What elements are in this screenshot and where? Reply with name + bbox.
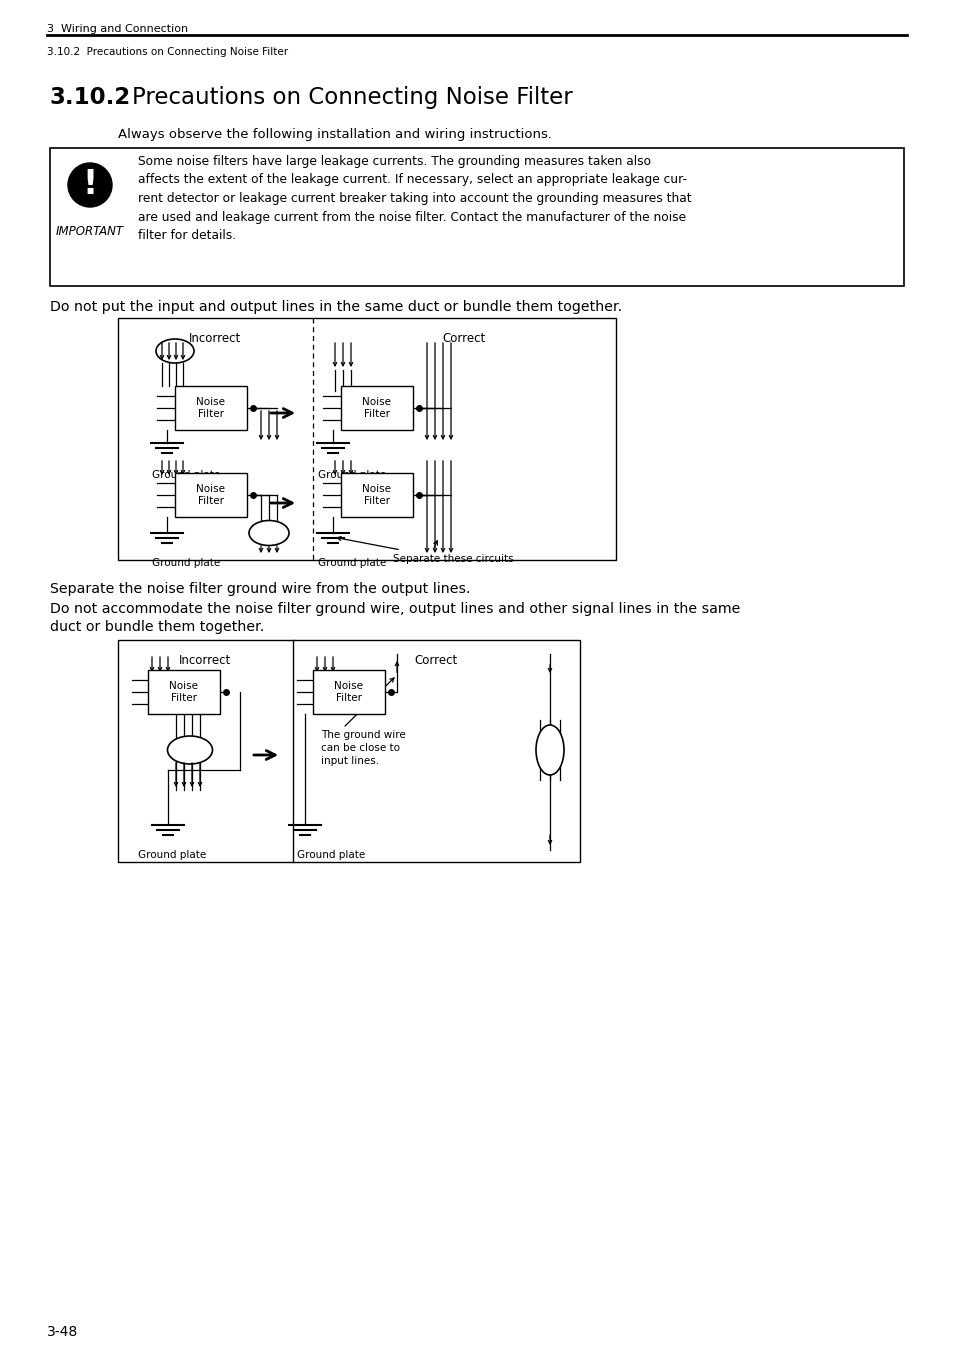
Ellipse shape xyxy=(249,521,289,545)
Text: affects the extent of the leakage current. If necessary, select an appropriate l: affects the extent of the leakage curren… xyxy=(138,174,686,186)
Text: Ground plate: Ground plate xyxy=(296,850,365,860)
Text: 3-48: 3-48 xyxy=(47,1324,78,1339)
Text: Some noise filters have large leakage currents. The grounding measures taken als: Some noise filters have large leakage cu… xyxy=(138,155,651,167)
Text: The ground wire
can be close to
input lines.: The ground wire can be close to input li… xyxy=(320,730,405,767)
Text: Ground plate: Ground plate xyxy=(317,470,386,481)
Text: filter for details.: filter for details. xyxy=(138,230,236,242)
FancyBboxPatch shape xyxy=(50,148,903,286)
FancyBboxPatch shape xyxy=(174,472,247,517)
Text: Do not accommodate the noise filter ground wire, output lines and other signal l: Do not accommodate the noise filter grou… xyxy=(50,602,740,616)
Text: Precautions on Connecting Noise Filter: Precautions on Connecting Noise Filter xyxy=(132,86,572,109)
Text: Always observe the following installation and wiring instructions.: Always observe the following installatio… xyxy=(118,128,552,140)
Text: are used and leakage current from the noise filter. Contact the manufacturer of : are used and leakage current from the no… xyxy=(138,211,685,224)
Ellipse shape xyxy=(168,736,213,764)
FancyBboxPatch shape xyxy=(340,386,413,431)
Text: Noise
Filter: Noise Filter xyxy=(335,680,363,703)
Text: 3  Wiring and Connection: 3 Wiring and Connection xyxy=(47,24,188,34)
Text: 3.10.2  Precautions on Connecting Noise Filter: 3.10.2 Precautions on Connecting Noise F… xyxy=(47,47,288,57)
Text: Noise
Filter: Noise Filter xyxy=(196,397,225,420)
Text: Ground plate: Ground plate xyxy=(152,470,220,481)
FancyBboxPatch shape xyxy=(313,670,385,714)
Text: Noise
Filter: Noise Filter xyxy=(196,483,225,506)
Text: Correct: Correct xyxy=(442,332,486,346)
Text: !: ! xyxy=(82,169,97,201)
Text: Separate the noise filter ground wire from the output lines.: Separate the noise filter ground wire fr… xyxy=(50,582,470,595)
FancyBboxPatch shape xyxy=(174,386,247,431)
Text: Incorrect: Incorrect xyxy=(179,653,232,667)
Text: Noise
Filter: Noise Filter xyxy=(362,397,391,420)
Text: Ground plate: Ground plate xyxy=(138,850,206,860)
Text: Noise
Filter: Noise Filter xyxy=(170,680,198,703)
Text: Ground plate: Ground plate xyxy=(152,558,220,568)
Text: duct or bundle them together.: duct or bundle them together. xyxy=(50,620,264,634)
Ellipse shape xyxy=(536,725,563,775)
Text: Noise
Filter: Noise Filter xyxy=(362,483,391,506)
Text: IMPORTANT: IMPORTANT xyxy=(56,225,124,238)
Text: rent detector or leakage current breaker taking into account the grounding measu: rent detector or leakage current breaker… xyxy=(138,192,691,205)
Text: Ground plate: Ground plate xyxy=(317,558,386,568)
Text: Separate these circuits: Separate these circuits xyxy=(393,554,513,564)
FancyBboxPatch shape xyxy=(118,319,616,560)
FancyBboxPatch shape xyxy=(340,472,413,517)
Text: Correct: Correct xyxy=(415,653,457,667)
FancyBboxPatch shape xyxy=(148,670,220,714)
FancyBboxPatch shape xyxy=(118,640,579,863)
Circle shape xyxy=(68,163,112,207)
Text: Incorrect: Incorrect xyxy=(190,332,241,346)
Text: 3.10.2: 3.10.2 xyxy=(50,86,132,109)
Text: Do not put the input and output lines in the same duct or bundle them together.: Do not put the input and output lines in… xyxy=(50,300,621,315)
